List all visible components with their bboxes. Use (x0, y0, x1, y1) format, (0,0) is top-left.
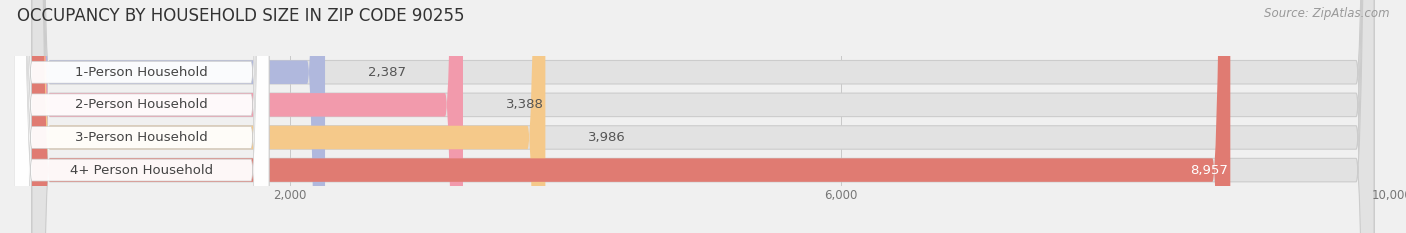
Text: 1-Person Household: 1-Person Household (75, 66, 208, 79)
FancyBboxPatch shape (32, 0, 1374, 233)
FancyBboxPatch shape (32, 0, 1374, 233)
FancyBboxPatch shape (14, 0, 269, 233)
Text: 2-Person Household: 2-Person Household (75, 98, 208, 111)
Text: 2,387: 2,387 (368, 66, 406, 79)
FancyBboxPatch shape (32, 0, 325, 233)
Text: 4+ Person Household: 4+ Person Household (70, 164, 214, 177)
FancyBboxPatch shape (14, 0, 269, 233)
FancyBboxPatch shape (14, 0, 269, 233)
FancyBboxPatch shape (32, 0, 1374, 233)
Text: Source: ZipAtlas.com: Source: ZipAtlas.com (1264, 7, 1389, 20)
FancyBboxPatch shape (32, 0, 1230, 233)
FancyBboxPatch shape (32, 0, 463, 233)
Text: OCCUPANCY BY HOUSEHOLD SIZE IN ZIP CODE 90255: OCCUPANCY BY HOUSEHOLD SIZE IN ZIP CODE … (17, 7, 464, 25)
FancyBboxPatch shape (32, 0, 546, 233)
FancyBboxPatch shape (14, 0, 269, 233)
Text: 8,957: 8,957 (1189, 164, 1227, 177)
Text: 3-Person Household: 3-Person Household (75, 131, 208, 144)
Text: 3,986: 3,986 (588, 131, 626, 144)
Text: 3,388: 3,388 (506, 98, 544, 111)
FancyBboxPatch shape (32, 0, 1374, 233)
